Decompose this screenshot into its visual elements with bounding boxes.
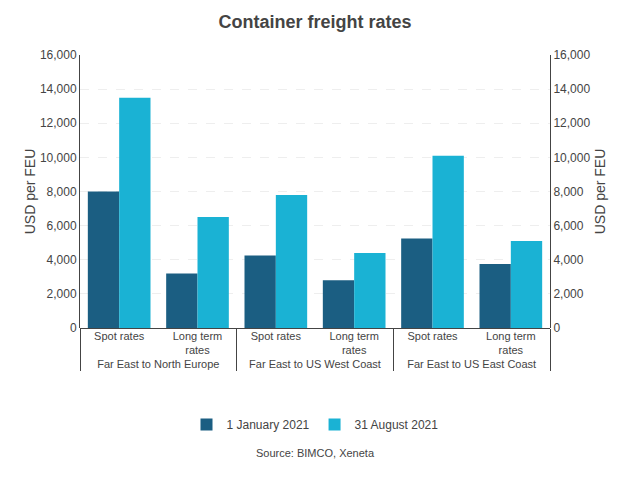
- svg-text:USD per FEU: USD per FEU: [592, 149, 608, 235]
- svg-text:Long termrates: Long termrates: [329, 330, 379, 356]
- svg-text:1 January 2021: 1 January 2021: [227, 418, 310, 432]
- svg-text:12,000: 12,000: [553, 116, 590, 130]
- svg-text:4,000: 4,000: [553, 253, 583, 267]
- svg-text:8,000: 8,000: [553, 185, 583, 199]
- svg-text:Spot rates: Spot rates: [251, 330, 302, 342]
- svg-text:2,000: 2,000: [553, 287, 583, 301]
- svg-text:0: 0: [553, 321, 560, 335]
- svg-text:14,000: 14,000: [40, 82, 77, 96]
- svg-text:Source: BIMCO, Xeneta: Source: BIMCO, Xeneta: [256, 447, 375, 459]
- svg-text:31 August 2021: 31 August 2021: [355, 418, 439, 432]
- svg-text:16,000: 16,000: [553, 48, 590, 62]
- svg-text:0: 0: [70, 321, 77, 335]
- svg-text:USD per FEU: USD per FEU: [22, 149, 38, 235]
- svg-text:Long termrates: Long termrates: [173, 330, 223, 356]
- svg-text:10,000: 10,000: [40, 151, 77, 165]
- svg-text:Far East to US West Coast: Far East to US West Coast: [249, 358, 381, 370]
- svg-text:8,000: 8,000: [47, 185, 77, 199]
- svg-text:12,000: 12,000: [40, 116, 77, 130]
- svg-text:Container freight rates: Container freight rates: [218, 12, 411, 32]
- svg-text:2,000: 2,000: [47, 287, 77, 301]
- svg-text:Spot rates: Spot rates: [94, 330, 145, 342]
- svg-text:6,000: 6,000: [47, 219, 77, 233]
- svg-text:16,000: 16,000: [40, 48, 77, 62]
- svg-text:Far East to North Europe: Far East to North Europe: [97, 358, 219, 370]
- svg-text:Spot rates: Spot rates: [407, 330, 458, 342]
- svg-text:6,000: 6,000: [553, 219, 583, 233]
- svg-text:10,000: 10,000: [553, 151, 590, 165]
- svg-text:14,000: 14,000: [553, 82, 590, 96]
- svg-text:Far East to US East Coast: Far East to US East Coast: [407, 358, 536, 370]
- svg-text:4,000: 4,000: [47, 253, 77, 267]
- svg-text:Long termrates: Long termrates: [486, 330, 536, 356]
